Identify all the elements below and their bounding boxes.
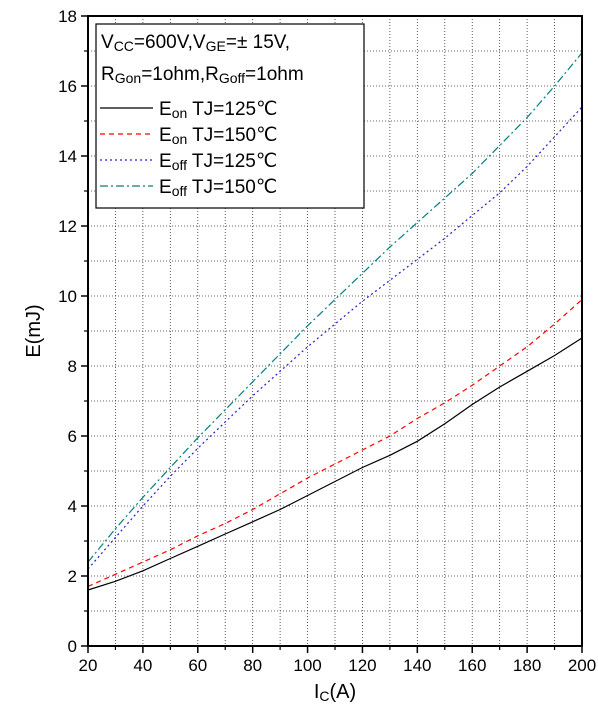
x-tick-label: 40: [133, 656, 152, 675]
y-tick-label: 4: [68, 497, 77, 516]
x-tick-label: 160: [458, 656, 486, 675]
series-layer: [87, 52, 583, 591]
legend: VCC=600V,VGE=± 15V, RGon=1ohm,RGoff=1ohm E…: [95, 23, 365, 209]
y-tick-label: 14: [58, 147, 77, 166]
y-tick-label: 8: [68, 357, 77, 376]
x-tick-label: 120: [348, 656, 376, 675]
legend-condition-2: RGon=1ohm,RGoff=1ohm: [101, 64, 304, 86]
y-tick-label: 6: [68, 427, 77, 446]
legend-label-3: Eoff TJ=125℃: [159, 151, 277, 173]
x-tick-label: 140: [403, 656, 431, 675]
x-tick-label: 80: [243, 656, 262, 675]
legend-label-4: Eoff TJ=150℃: [159, 177, 277, 199]
x-tick-label: 20: [79, 656, 98, 675]
y-tick-label: 0: [68, 637, 77, 656]
y-tick-label: 16: [58, 77, 77, 96]
y-tick-label: 10: [58, 287, 77, 306]
y-tick-label: 2: [68, 567, 77, 586]
y-axis-title: E(mJ): [23, 304, 45, 357]
x-axis-title: IC(A): [314, 681, 356, 704]
ticks: [81, 15, 583, 653]
x-tick-label: 60: [188, 656, 207, 675]
x-tick-label: 200: [568, 656, 596, 675]
legend-label-2: Eon TJ=150℃: [159, 125, 277, 147]
series-line-2: [87, 299, 583, 588]
series-line-1: [87, 337, 583, 591]
y-tick-label: 18: [58, 7, 77, 26]
legend-condition-1: VCC=600V,VGE=± 15V,: [101, 32, 290, 54]
tick-labels: 20 40 60 80 100 120 140 160 180 200 0 2 4 6 8 10 12 14 16 1…: [58, 7, 596, 675]
y-tick-label: 12: [58, 217, 77, 236]
x-tick-label: 180: [513, 656, 541, 675]
legend-label-1: Eon TJ=125℃: [159, 99, 277, 121]
legend-box: [95, 23, 365, 209]
x-tick-label: 100: [293, 656, 321, 675]
